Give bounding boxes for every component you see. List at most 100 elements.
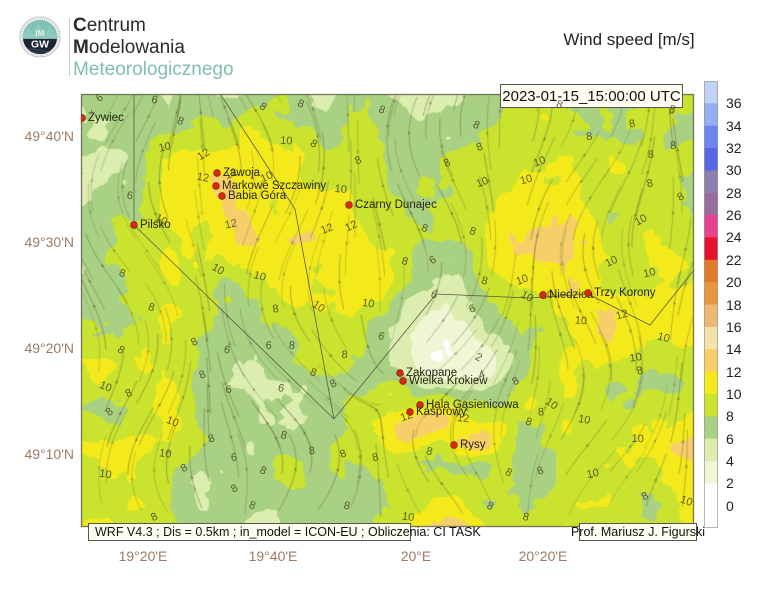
svg-text:Wielka Krokiew: Wielka Krokiew — [409, 375, 488, 387]
svg-text:8: 8 — [115, 344, 127, 357]
svg-text:10: 10 — [519, 173, 534, 188]
svg-text:8: 8 — [485, 500, 495, 513]
svg-text:Rysy: Rysy — [460, 439, 486, 451]
svg-text:10: 10 — [165, 414, 181, 430]
svg-text:10: 10 — [586, 467, 600, 481]
svg-text:10: 10 — [629, 351, 643, 365]
svg-text:10: 10 — [656, 331, 671, 346]
svg-text:8: 8 — [377, 104, 387, 117]
svg-text:8: 8 — [503, 466, 514, 479]
svg-text:8: 8 — [338, 447, 348, 460]
svg-text:8: 8 — [647, 149, 654, 161]
svg-text:8: 8 — [229, 482, 240, 495]
svg-text:8: 8 — [288, 340, 295, 353]
svg-text:8: 8 — [554, 98, 564, 111]
svg-text:10: 10 — [334, 183, 347, 196]
svg-text:8: 8 — [258, 464, 268, 477]
svg-text:10: 10 — [252, 269, 267, 284]
svg-text:8: 8 — [308, 366, 318, 379]
svg-text:10: 10 — [158, 140, 172, 154]
svg-text:8: 8 — [524, 415, 534, 428]
svg-text:8: 8 — [475, 141, 485, 154]
svg-text:8: 8 — [104, 405, 116, 418]
svg-text:8: 8 — [207, 432, 217, 445]
svg-text:10: 10 — [633, 212, 649, 228]
svg-text:8: 8 — [425, 445, 434, 458]
svg-text:10: 10 — [158, 447, 172, 461]
svg-text:8: 8 — [342, 500, 351, 513]
svg-text:8: 8 — [247, 499, 257, 512]
svg-text:8: 8 — [308, 137, 319, 150]
svg-text:6: 6 — [429, 288, 439, 301]
svg-text:8: 8 — [538, 406, 545, 418]
svg-text:10: 10 — [519, 289, 535, 305]
svg-text:8: 8 — [585, 131, 593, 144]
svg-text:6: 6 — [223, 344, 231, 357]
svg-text:10: 10 — [361, 297, 375, 311]
svg-text:6: 6 — [376, 330, 386, 343]
svg-text:8: 8 — [149, 511, 160, 524]
svg-text:8: 8 — [522, 511, 531, 524]
svg-text:8: 8 — [670, 140, 677, 153]
svg-text:12: 12 — [319, 221, 335, 237]
svg-text:Zawoja: Zawoja — [223, 167, 261, 179]
svg-text:8: 8 — [628, 118, 636, 131]
svg-text:8: 8 — [371, 451, 380, 464]
svg-text:8: 8 — [123, 387, 134, 400]
svg-text:12: 12 — [615, 308, 630, 323]
svg-text:10: 10 — [642, 266, 657, 280]
svg-text:8: 8 — [341, 349, 348, 361]
svg-text:8: 8 — [308, 445, 315, 457]
svg-text:8: 8 — [675, 190, 686, 203]
svg-text:10: 10 — [280, 135, 293, 148]
svg-text:2: 2 — [473, 351, 484, 364]
svg-text:6: 6 — [467, 302, 477, 315]
svg-text:12: 12 — [224, 217, 238, 231]
svg-text:12: 12 — [343, 218, 359, 234]
svg-text:8: 8 — [179, 462, 190, 475]
svg-text:10: 10 — [543, 396, 560, 413]
svg-text:IM: IM — [35, 28, 45, 38]
svg-text:Żywiec: Żywiec — [88, 111, 124, 124]
svg-text:6: 6 — [94, 94, 106, 105]
svg-text:10: 10 — [679, 494, 694, 509]
svg-text:Trzy Korony: Trzy Korony — [594, 287, 656, 299]
svg-text:8: 8 — [646, 177, 654, 190]
svg-text:6: 6 — [265, 340, 272, 352]
svg-text:8: 8 — [420, 222, 430, 235]
svg-text:8: 8 — [197, 368, 207, 381]
svg-text:8: 8 — [668, 103, 677, 116]
svg-text:6: 6 — [231, 452, 238, 464]
svg-text:8: 8 — [480, 275, 489, 288]
svg-text:8: 8 — [296, 97, 306, 110]
svg-text:8: 8 — [635, 365, 644, 378]
svg-text:6: 6 — [151, 94, 159, 107]
svg-text:6: 6 — [277, 382, 286, 395]
svg-text:10: 10 — [631, 433, 644, 446]
svg-text:Pilsko: Pilsko — [140, 219, 171, 231]
svg-text:8: 8 — [175, 115, 185, 128]
svg-text:8: 8 — [468, 225, 478, 238]
svg-text:10: 10 — [98, 379, 114, 395]
svg-text:8: 8 — [535, 464, 545, 477]
svg-text:10: 10 — [475, 175, 491, 191]
svg-text:6: 6 — [427, 254, 438, 267]
svg-text:8: 8 — [147, 301, 156, 314]
svg-text:12: 12 — [196, 171, 210, 185]
svg-text:8: 8 — [471, 119, 482, 132]
svg-text:10: 10 — [310, 298, 327, 315]
svg-text:6: 6 — [225, 384, 232, 396]
svg-text:8: 8 — [272, 303, 280, 316]
svg-text:8: 8 — [257, 100, 269, 113]
svg-text:8: 8 — [400, 255, 409, 268]
svg-text:8: 8 — [442, 157, 453, 170]
svg-text:8: 8 — [279, 429, 288, 442]
svg-text:Kasprowy: Kasprowy — [416, 406, 467, 418]
svg-text:8: 8 — [639, 490, 650, 503]
svg-text:10: 10 — [210, 261, 227, 278]
svg-text:10: 10 — [604, 254, 620, 270]
svg-text:8: 8 — [328, 377, 339, 390]
svg-text:10: 10 — [514, 272, 530, 288]
svg-text:6: 6 — [126, 190, 134, 203]
svg-text:8: 8 — [510, 375, 521, 388]
